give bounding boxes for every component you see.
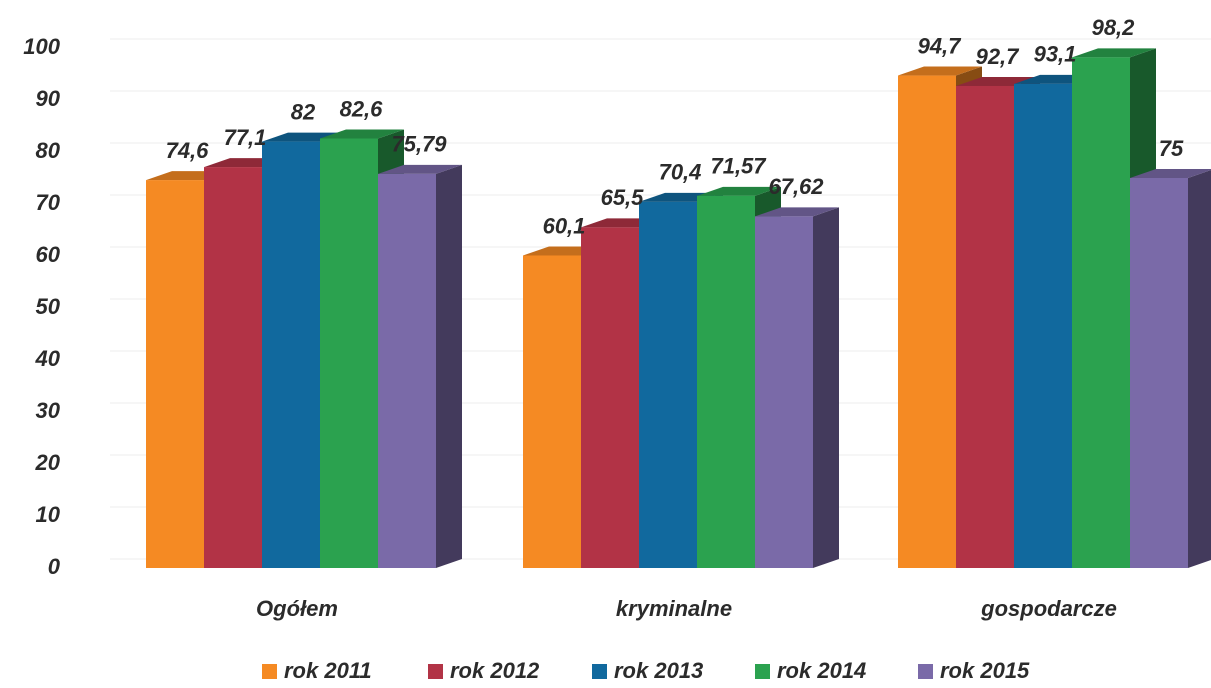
value-label: 94,7 [918, 33, 963, 58]
bar-top [320, 129, 404, 139]
x-tick-label: kryminalne [616, 596, 732, 621]
x-tick-label: Ogółem [256, 596, 338, 621]
legend-swatch [592, 664, 607, 679]
legend-label: rok 2011 [284, 658, 372, 683]
bar [697, 195, 755, 568]
bar-top [755, 207, 839, 217]
value-label: 71,57 [710, 154, 767, 179]
bar-top [378, 164, 462, 174]
legend-label: rok 2014 [777, 658, 866, 683]
bar [956, 85, 1014, 569]
bar [262, 141, 320, 568]
value-label: 98,2 [1092, 15, 1136, 40]
bar [378, 173, 436, 568]
legend-label: rok 2012 [450, 658, 540, 683]
y-tick-label: 30 [36, 398, 61, 423]
y-tick-label: 70 [36, 190, 61, 215]
bar-top [697, 186, 781, 196]
bar [1072, 57, 1130, 569]
y-tick-label: 20 [35, 450, 61, 475]
legend-swatch [918, 664, 933, 679]
bar [1130, 178, 1188, 568]
y-tick-label: 100 [23, 34, 60, 59]
value-label: 75,79 [391, 132, 447, 157]
bar [898, 75, 956, 568]
y-tick-label: 90 [36, 86, 61, 111]
value-label: 65,5 [601, 185, 645, 210]
value-label: 92,7 [976, 44, 1021, 69]
bar-top [898, 66, 982, 76]
bar [320, 138, 378, 569]
legend-swatch [428, 664, 443, 679]
value-label: 82,6 [340, 96, 384, 121]
bar [581, 227, 639, 568]
value-label: 67,62 [768, 174, 824, 199]
bar [204, 167, 262, 568]
y-tick-label: 40 [35, 346, 61, 371]
value-label: 77,1 [224, 125, 267, 150]
bar [755, 216, 813, 568]
value-label: 82 [291, 99, 316, 124]
legend-swatch [755, 664, 770, 679]
y-tick-label: 60 [36, 242, 61, 267]
x-tick-label: gospodarcze [980, 596, 1117, 621]
bar-top [1072, 48, 1156, 58]
value-label: 70,4 [659, 160, 702, 185]
y-tick-label: 10 [36, 502, 61, 527]
value-label: 60,1 [543, 213, 586, 238]
bar-side [813, 207, 839, 568]
value-label: 74,6 [166, 138, 210, 163]
bar-side [436, 164, 462, 568]
y-tick-label: 50 [36, 294, 61, 319]
legend-label: rok 2015 [940, 658, 1030, 683]
value-label: 75 [1159, 136, 1184, 161]
bar [146, 180, 204, 568]
bar-top [1130, 169, 1211, 178]
legend-swatch [262, 664, 277, 679]
bar [523, 255, 581, 569]
y-tick-label: 0 [48, 554, 61, 579]
bar-side [1188, 170, 1211, 568]
y-tick-label: 80 [36, 138, 61, 163]
bar [1014, 83, 1072, 568]
value-label: 93,1 [1034, 42, 1077, 67]
bar [639, 201, 697, 569]
legend-label: rok 2013 [614, 658, 703, 683]
